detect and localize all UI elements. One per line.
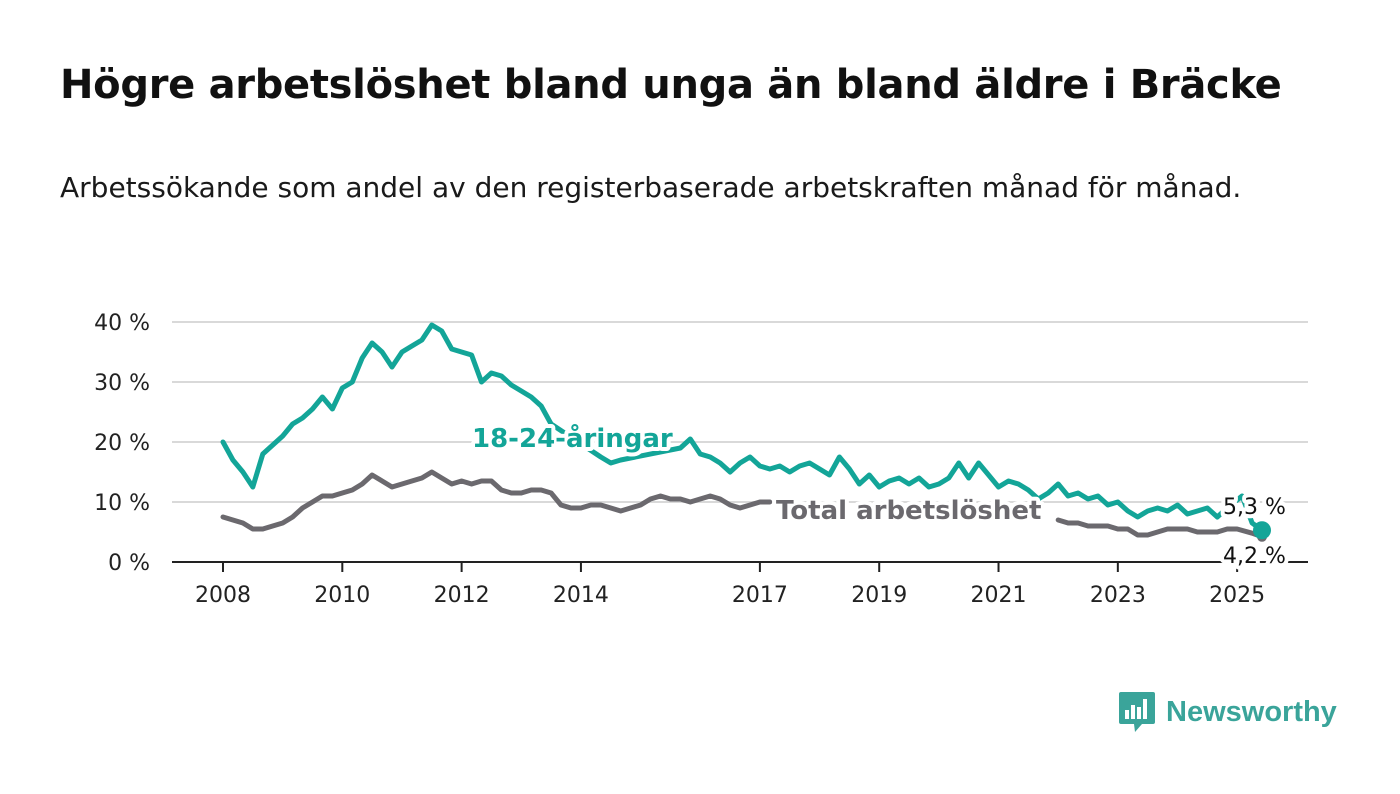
end-value-label-total-halo: 4,2 % bbox=[1223, 544, 1286, 569]
chart-title: Högre arbetslöshet bland unga än bland ä… bbox=[60, 62, 1282, 108]
brand-logo: Newsworthy bbox=[1118, 690, 1337, 734]
y-axis-tick-labels: 0 % 10 % 20 % 30 % 40 % bbox=[94, 311, 150, 576]
y-tick-label: 10 % bbox=[94, 491, 150, 516]
x-tick-label: 2019 bbox=[851, 583, 907, 608]
series-label-youth: 18-24-åringar bbox=[472, 422, 673, 454]
grid-lines bbox=[172, 321, 1308, 503]
x-tick-label: 2012 bbox=[434, 583, 490, 608]
y-tick-label: 40 % bbox=[94, 311, 150, 336]
series-line-total bbox=[1055, 517, 1265, 540]
end-value-label-youth-halo: 5,3 % bbox=[1223, 495, 1286, 520]
y-tick-label: 0 % bbox=[108, 551, 150, 576]
x-axis-ticks: 2008 2010 2012 2014 2017 2019 2021 2023 2025 bbox=[195, 562, 1265, 608]
series-label-total: Total arbetslöshet bbox=[776, 496, 1041, 526]
x-tick-label: 2023 bbox=[1090, 583, 1146, 608]
end-point-youth bbox=[1253, 521, 1271, 540]
series-label-total-halo: Total arbetslöshet bbox=[776, 496, 1041, 526]
end-value-label-total: 4,2 % bbox=[1223, 544, 1286, 569]
y-tick-label: 30 % bbox=[94, 371, 150, 396]
series-label-youth-halo: 18-24-åringar bbox=[472, 422, 673, 454]
x-tick-label: 2014 bbox=[553, 583, 609, 608]
series-line-total bbox=[220, 469, 773, 532]
x-tick-label: 2025 bbox=[1209, 583, 1265, 608]
x-tick-label: 2010 bbox=[314, 583, 370, 608]
x-tick-label: 2021 bbox=[971, 583, 1027, 608]
brand-name: Newsworthy bbox=[1166, 695, 1337, 728]
bar-chart-speech-bubble-icon bbox=[1119, 692, 1155, 732]
series-line-youth bbox=[220, 322, 1265, 533]
chart-subtitle: Arbetssökande som andel av den registerb… bbox=[60, 171, 1242, 204]
y-tick-label: 20 % bbox=[94, 431, 150, 456]
x-tick-label: 2017 bbox=[732, 583, 788, 608]
x-tick-label: 2008 bbox=[195, 583, 251, 608]
end-value-label-youth: 5,3 % bbox=[1223, 495, 1286, 520]
series-lines bbox=[220, 322, 1271, 542]
